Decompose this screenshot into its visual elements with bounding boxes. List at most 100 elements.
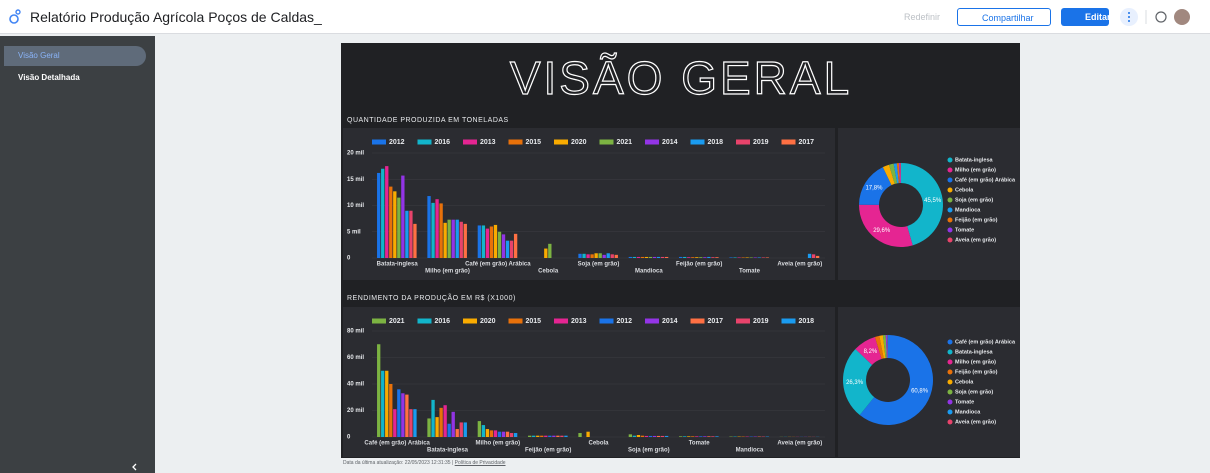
- bar: [405, 210, 409, 258]
- bar: [590, 254, 594, 258]
- bar: [636, 435, 641, 437]
- bar: [729, 257, 733, 258]
- x-tick-label: Mandioca: [635, 269, 663, 275]
- legend-label: 2013: [480, 139, 496, 146]
- pie-slice: [882, 335, 887, 359]
- y-tick-label: 80 mil: [347, 329, 364, 335]
- legend-label: 2016: [435, 139, 451, 146]
- bar: [644, 256, 649, 258]
- bar: [715, 257, 719, 258]
- pie-slice: [901, 163, 944, 246]
- bar: [401, 393, 405, 437]
- bar: [413, 223, 417, 258]
- bar: [397, 197, 401, 258]
- bar: [745, 257, 749, 258]
- bar: [582, 253, 586, 258]
- legend-label: Tomate: [955, 399, 974, 405]
- report-heading: VISÃO GERAL: [510, 52, 852, 104]
- y-tick-label: 15 mil: [347, 177, 364, 183]
- bar: [513, 433, 518, 437]
- bar: [640, 435, 645, 437]
- legend-label: 2017: [799, 139, 815, 146]
- pie-slice: [879, 335, 886, 359]
- page-link[interactable]: Visão Detalhada: [18, 73, 80, 82]
- bar: [451, 219, 455, 258]
- bar: [610, 254, 614, 258]
- collapse-icon[interactable]: [130, 462, 140, 472]
- legend-dot: [947, 177, 953, 183]
- bar: [687, 436, 691, 437]
- bar: [409, 210, 413, 258]
- x-tick-label: Feijão (em grão): [676, 262, 722, 268]
- legend-dot: [947, 187, 953, 193]
- bar: [598, 253, 602, 258]
- bar: [435, 199, 439, 258]
- legend-label: 2020: [571, 139, 587, 146]
- bar: [679, 256, 683, 258]
- x-tick-label: Tomate: [689, 441, 711, 447]
- bar: [656, 435, 661, 437]
- legend-label: 2014: [662, 139, 678, 146]
- reset-button[interactable]: Redefinir: [904, 12, 941, 22]
- bar: [807, 253, 812, 258]
- y-tick-label: 20 mil: [347, 408, 364, 414]
- bar: [711, 436, 715, 437]
- bar: [703, 436, 707, 437]
- bar: [707, 436, 711, 437]
- legend-swatch: [554, 139, 568, 145]
- y-tick-label: 0: [347, 435, 351, 441]
- y-tick-label: 60 mil: [347, 355, 364, 361]
- legend-label: Cebola: [955, 187, 974, 193]
- bar: [389, 384, 393, 437]
- legend-dot: [947, 157, 953, 163]
- bar: [548, 243, 552, 258]
- avatar[interactable]: [1174, 9, 1190, 25]
- legend-label: 2018: [799, 318, 815, 325]
- bar: [761, 257, 765, 258]
- legend-dot: [947, 379, 953, 385]
- bar: [532, 435, 536, 437]
- bar: [695, 257, 699, 258]
- pie-slice: [859, 167, 892, 205]
- legend-dot: [947, 389, 953, 395]
- legend-label: Batata-inglesa: [955, 349, 994, 355]
- legend-dot: [947, 359, 953, 365]
- x-tick-label: Feijão (em grão): [525, 448, 571, 454]
- legend-label: Cebola: [955, 379, 974, 385]
- legend-label: Tomate: [955, 227, 974, 233]
- x-tick-label: Soja (em grão): [578, 262, 620, 268]
- bar: [664, 435, 669, 437]
- bar: [409, 409, 413, 437]
- bar: [493, 430, 498, 437]
- bar: [683, 436, 687, 437]
- x-tick-label: Aveia (em grão): [777, 262, 822, 268]
- bar: [413, 409, 417, 437]
- edit-button[interactable]: Editar: [1061, 8, 1111, 26]
- legend-label: 2014: [662, 318, 678, 325]
- legend-label: Mandioca: [955, 409, 981, 415]
- bar: [636, 256, 641, 258]
- bar: [427, 196, 431, 258]
- legend-label: Milho (em grão): [955, 359, 996, 365]
- bar: [652, 435, 657, 437]
- logo: [9, 9, 21, 24]
- legend-label: 2018: [708, 139, 724, 146]
- page-link[interactable]: Visão Geral: [4, 46, 146, 66]
- bar: [509, 433, 514, 437]
- help-icon[interactable]: [1155, 11, 1167, 23]
- bar: [501, 234, 506, 258]
- bar: [691, 436, 695, 437]
- share-button[interactable]: Compartilhar: [957, 8, 1051, 26]
- legend-dot: [947, 339, 953, 345]
- legend-swatch: [372, 318, 386, 324]
- legend-dot: [947, 237, 953, 243]
- bar: [477, 421, 482, 437]
- bar: [552, 435, 556, 437]
- bar: [393, 191, 397, 258]
- privacy-link[interactable]: Política de Privacidade: [454, 460, 506, 466]
- bar: [389, 186, 393, 258]
- legend-dot: [947, 217, 953, 223]
- bar: [699, 436, 703, 437]
- y-tick-label: 0: [347, 256, 351, 262]
- legend-label: 2019: [753, 139, 769, 146]
